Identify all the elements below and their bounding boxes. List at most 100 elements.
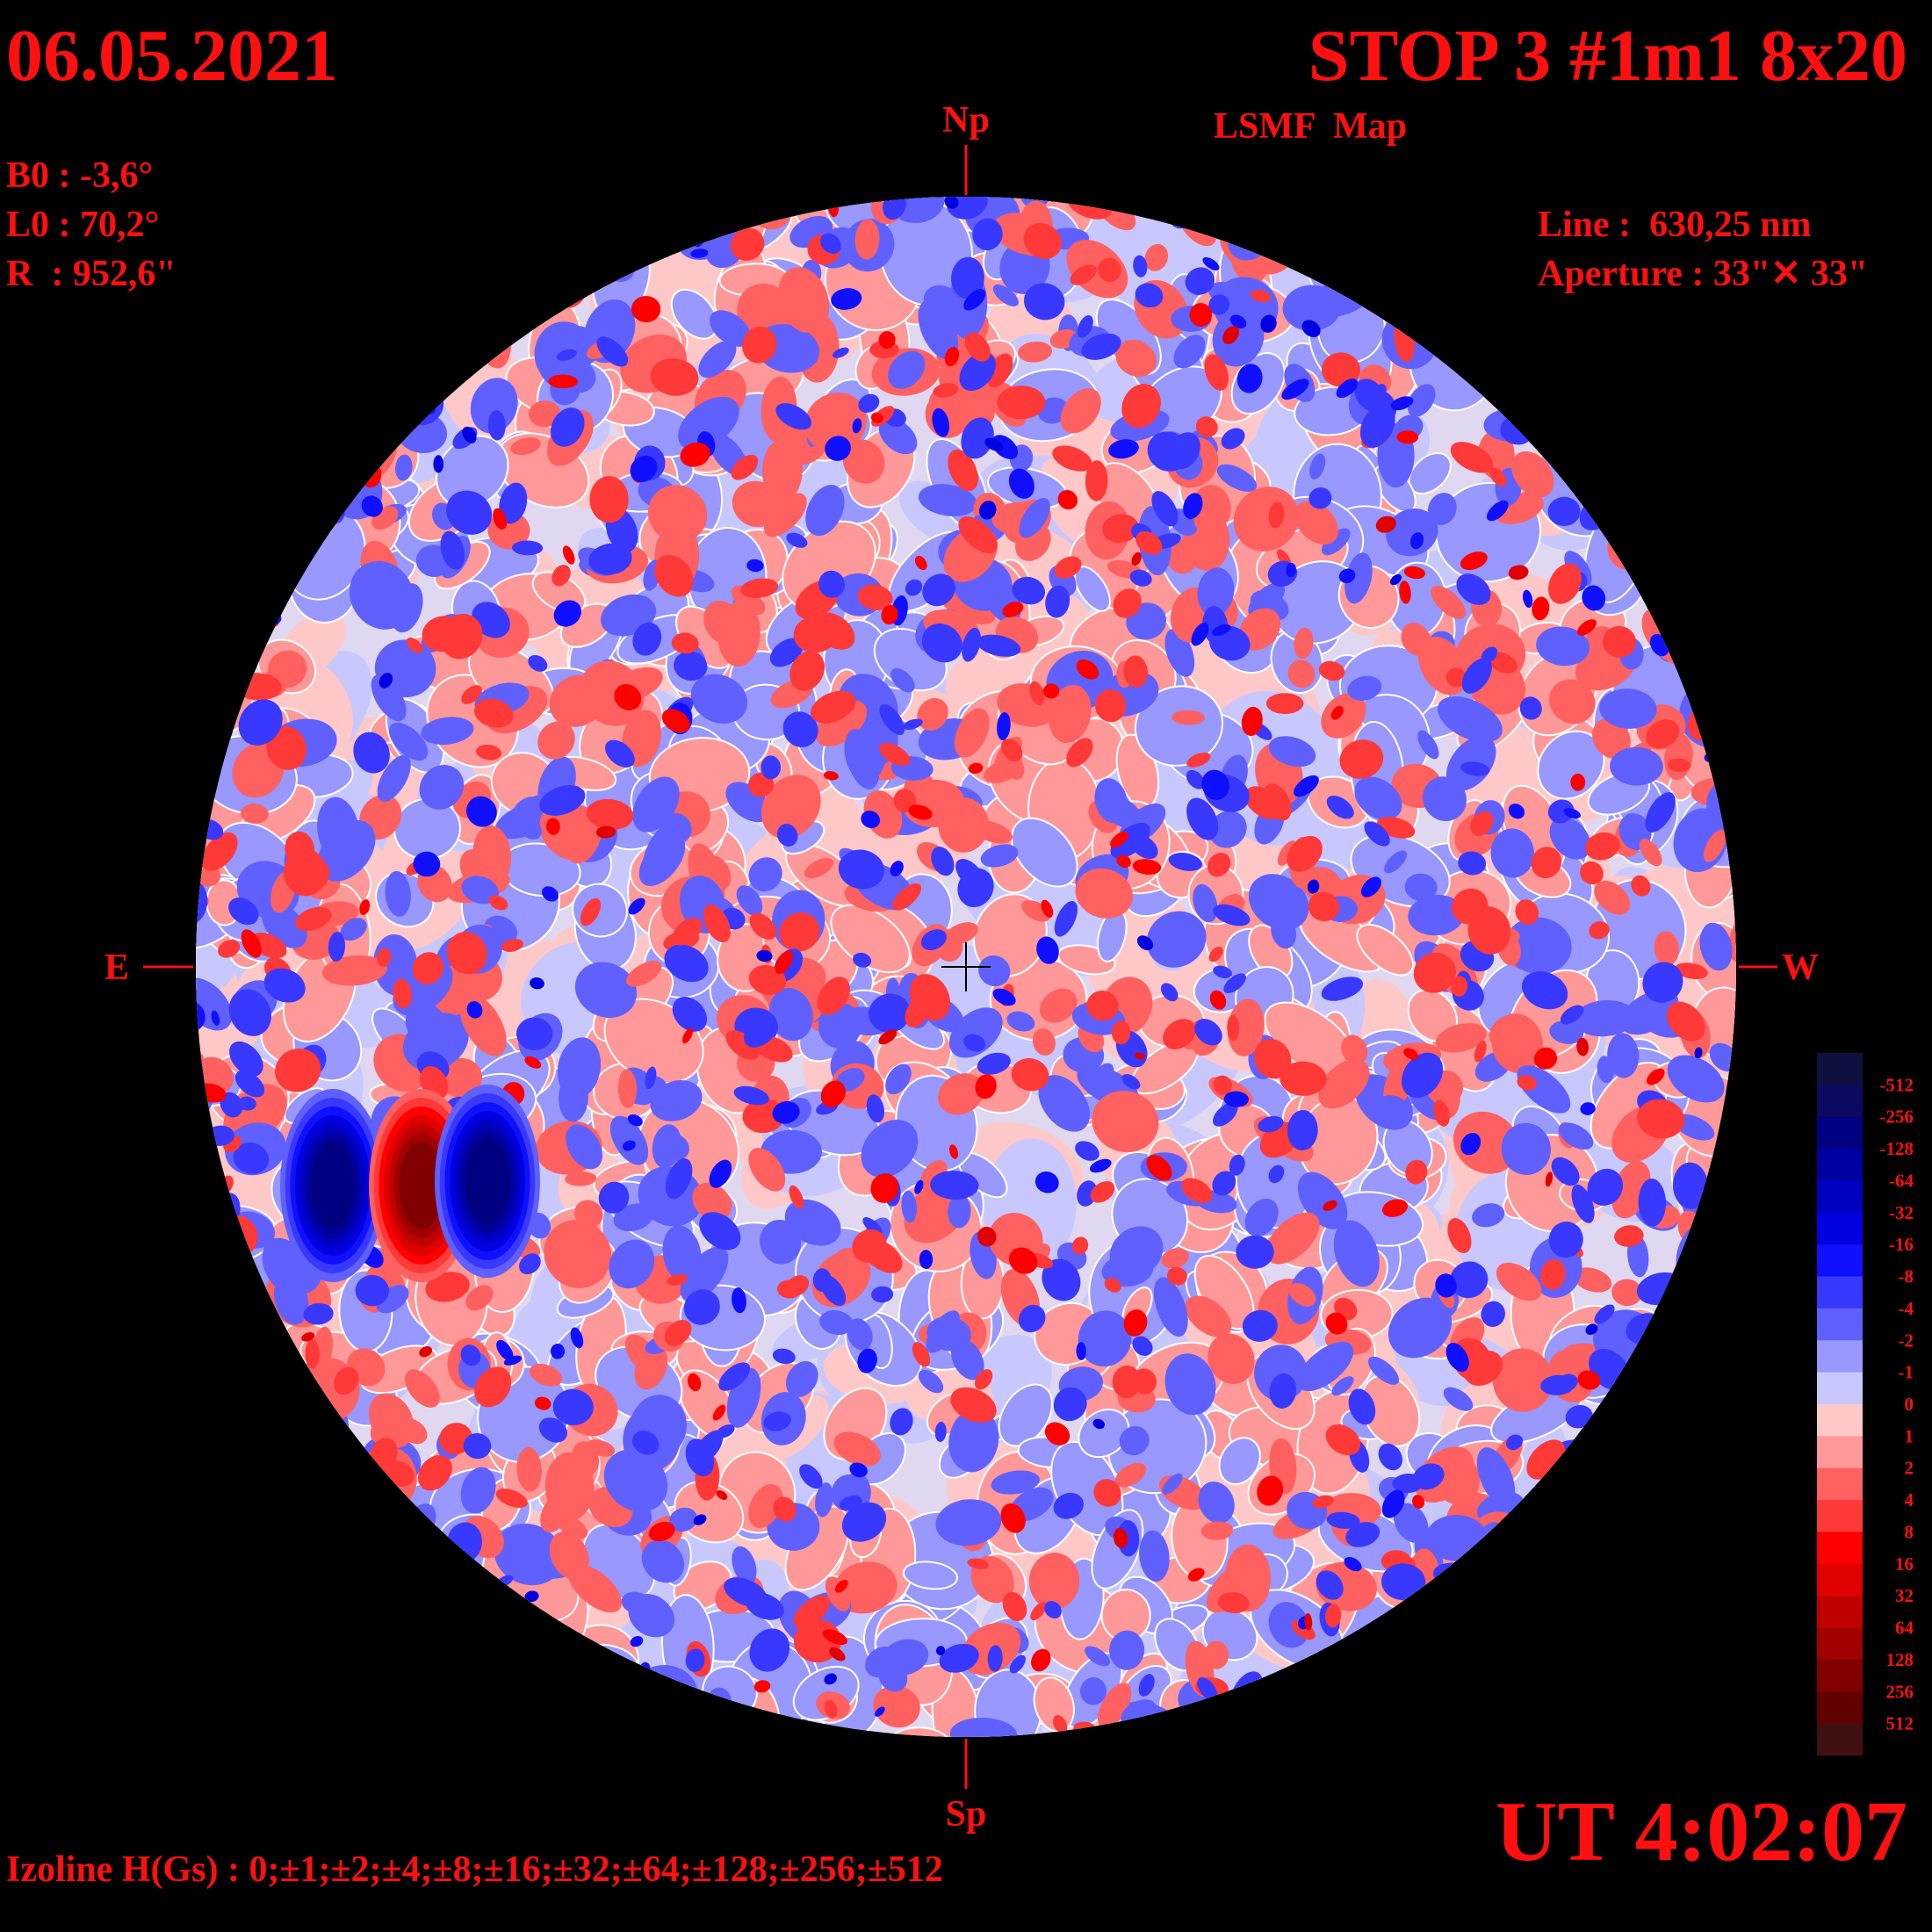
colorbar-band bbox=[1817, 1085, 1863, 1118]
field-patch bbox=[177, 1065, 193, 1094]
colorbar-band bbox=[1817, 1436, 1863, 1469]
field-patch bbox=[670, 288, 718, 340]
colorbar-band bbox=[1817, 1500, 1863, 1532]
field-patch bbox=[1734, 877, 1758, 903]
colorbar-label: 128 bbox=[1886, 1649, 1914, 1670]
colorbar-band bbox=[1817, 1404, 1863, 1437]
line: Line : 630,25 nm bbox=[1538, 205, 1812, 245]
colorbar-band bbox=[1817, 1532, 1863, 1565]
field-patch bbox=[918, 484, 977, 516]
colorbar-band bbox=[1817, 1053, 1863, 1085]
field-patch bbox=[371, 674, 407, 722]
date: 06.05.2021 bbox=[6, 15, 338, 97]
colorbar-label: -16 bbox=[1889, 1234, 1914, 1255]
field-patch bbox=[902, 1561, 958, 1590]
colorbar-band bbox=[1817, 1467, 1863, 1501]
colorbar-label: -1 bbox=[1899, 1362, 1914, 1383]
colorbar-label: -256 bbox=[1880, 1107, 1914, 1128]
colorbar-label: -128 bbox=[1880, 1138, 1914, 1159]
field-patch bbox=[1139, 1530, 1170, 1582]
colorbar: -512 -256 -128 -64 -32 -16 -8 -4 -2 -1 0 1 2 4 8 16 32 64… bbox=[1817, 1053, 1914, 1756]
colorbar-label: 4 bbox=[1905, 1489, 1914, 1510]
colorbar-label: -512 bbox=[1880, 1074, 1914, 1095]
colorbar-band bbox=[1817, 1149, 1863, 1181]
north-label: Np bbox=[942, 100, 990, 141]
colorbar-band bbox=[1817, 1340, 1863, 1373]
field-patch bbox=[1533, 427, 1540, 439]
field-patch bbox=[974, 1669, 1042, 1737]
field-patch bbox=[1287, 660, 1316, 688]
field-patch bbox=[1078, 1409, 1130, 1459]
aperture: Aperture : 33"✕ 33" bbox=[1538, 254, 1868, 294]
ut-time: UT 4:02:07 bbox=[1496, 1784, 1907, 1879]
field-patch bbox=[878, 418, 918, 455]
field-patch bbox=[196, 1049, 204, 1068]
colorbar-band bbox=[1817, 1180, 1863, 1214]
colorbar-label: 1 bbox=[1905, 1425, 1914, 1446]
field-patch bbox=[1714, 1157, 1736, 1193]
field-patch bbox=[1085, 178, 1100, 196]
colorbar-band bbox=[1817, 1244, 1863, 1278]
colorbar-label: 16 bbox=[1895, 1554, 1914, 1575]
colorbar-label: -64 bbox=[1889, 1170, 1914, 1191]
colorbar-label: 64 bbox=[1895, 1618, 1914, 1639]
izoline: Izoline H(Gs) : 0;±1;±2;±4;±8;±16;±32;±6… bbox=[6, 1849, 943, 1890]
field-patch bbox=[744, 1711, 768, 1737]
field-patch bbox=[436, 435, 509, 508]
field-patch bbox=[1008, 167, 1041, 195]
l0: L0 : 70,2° bbox=[6, 205, 159, 245]
field-patch bbox=[433, 455, 443, 473]
subtitle: LSMF Map bbox=[1214, 106, 1407, 147]
colorbar-band bbox=[1817, 1563, 1863, 1597]
colorbar-label: 8 bbox=[1905, 1521, 1914, 1542]
south-label: Sp bbox=[946, 1794, 987, 1835]
field-patch bbox=[1064, 1727, 1099, 1737]
field-patch bbox=[1011, 817, 1078, 888]
field-patch bbox=[1356, 923, 1414, 977]
field-patch bbox=[1218, 1437, 1261, 1486]
colorbar-label: 256 bbox=[1886, 1681, 1914, 1702]
field-patch bbox=[938, 797, 989, 853]
colorbar-label: -4 bbox=[1899, 1298, 1914, 1319]
colorbar-band bbox=[1817, 1691, 1863, 1725]
field-patch bbox=[1157, 197, 1175, 221]
title: STOP 3 #1m1 8x20 bbox=[1308, 15, 1907, 97]
field-patch bbox=[880, 1727, 957, 1737]
field-patch bbox=[1265, 245, 1281, 256]
colorbar-band bbox=[1817, 1212, 1863, 1245]
colorbar-band bbox=[1817, 1372, 1863, 1405]
colorbar-band bbox=[1817, 1116, 1863, 1150]
field-patch bbox=[997, 386, 1046, 420]
colorbar-band bbox=[1817, 1308, 1863, 1341]
colorbar-band bbox=[1817, 1596, 1863, 1629]
field-patch bbox=[706, 1687, 732, 1715]
field-patch bbox=[196, 1086, 205, 1114]
field-patch bbox=[1248, 582, 1286, 618]
colorbar-band bbox=[1817, 1627, 1863, 1661]
field-patch bbox=[736, 885, 763, 916]
colorbar-label: 512 bbox=[1886, 1713, 1914, 1734]
colorbar-label: -8 bbox=[1899, 1266, 1914, 1287]
field-patch bbox=[1549, 1020, 1584, 1044]
field-patch bbox=[1216, 464, 1258, 492]
colorbar-band bbox=[1817, 1276, 1863, 1309]
colorbar-label: 2 bbox=[1905, 1458, 1914, 1479]
field-patch bbox=[1288, 1282, 1316, 1307]
radius: R : 952,6" bbox=[6, 254, 177, 294]
colorbar-label: 32 bbox=[1895, 1585, 1914, 1606]
field-patch bbox=[1153, 1277, 1188, 1337]
colorbar-label: -32 bbox=[1889, 1202, 1914, 1223]
field-patch bbox=[1654, 931, 1680, 967]
colorbar-band bbox=[1817, 1723, 1863, 1756]
field-patch bbox=[1185, 1295, 1232, 1337]
colorbar-label: -2 bbox=[1899, 1330, 1914, 1351]
field-patch bbox=[589, 476, 629, 523]
colorbar-band bbox=[1817, 1659, 1863, 1692]
b0: B0 : -3,6° bbox=[6, 155, 153, 196]
east-label: E bbox=[105, 948, 129, 988]
active-region bbox=[310, 1142, 356, 1229]
colorbar-label: 0 bbox=[1905, 1394, 1914, 1415]
field-map bbox=[177, 167, 1758, 1737]
field-patch bbox=[998, 1383, 1053, 1447]
